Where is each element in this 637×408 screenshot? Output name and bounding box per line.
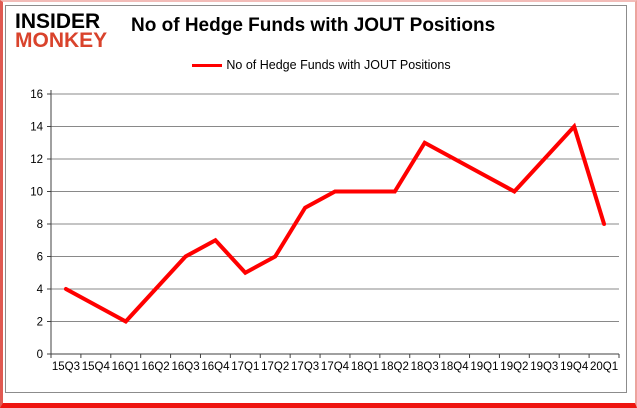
x-tick-label: 18Q4: [441, 361, 470, 373]
x-tick-label: 16Q3: [171, 361, 199, 373]
x-tick-label: 15Q4: [82, 361, 111, 373]
x-tick-label: 16Q2: [142, 361, 170, 373]
logo-text-monkey: MONKEY: [15, 29, 108, 53]
legend-line-swatch: [192, 64, 223, 67]
y-tick-label: 16: [30, 89, 43, 101]
series-line: [63, 122, 607, 325]
x-tick-label: 19Q4: [560, 361, 589, 373]
x-tick-label: 17Q4: [321, 361, 350, 373]
x-tick-label: 19Q2: [500, 361, 528, 373]
x-tick-label: 18Q3: [411, 361, 439, 373]
legend-label: No of Hedge Funds with JOUT Positions: [226, 58, 451, 72]
y-tick-label: 6: [37, 252, 43, 264]
y-tick-label: 14: [30, 122, 43, 134]
x-tick-label: 20Q1: [590, 361, 618, 373]
y-tick-label: 4: [37, 284, 44, 296]
x-tick-label: 19Q3: [530, 361, 558, 373]
y-tick-label: 0: [37, 349, 43, 361]
x-tick-label: 15Q3: [52, 361, 80, 373]
logo-text-insider: INSIDER: [15, 10, 101, 33]
chart-legend: No of Hedge Funds with JOUT Positions: [3, 58, 635, 72]
chart-title: No of Hedge Funds with JOUT Positions: [131, 15, 496, 36]
x-tick-label: 19Q1: [470, 361, 498, 373]
y-tick-label: 12: [30, 154, 43, 166]
y-tick-label: 10: [30, 187, 43, 199]
insider-monkey-logo: INSIDER MONKEY: [15, 10, 108, 53]
x-tick-label: 17Q3: [291, 361, 319, 373]
y-tick-label: 2: [37, 317, 43, 329]
x-tick-label: 18Q1: [351, 361, 379, 373]
x-tick-label: 16Q4: [201, 361, 230, 373]
x-tick-label: 17Q2: [261, 361, 289, 373]
x-tick-label: 18Q2: [381, 361, 409, 373]
x-tick-label: 17Q1: [231, 361, 259, 373]
y-tick-label: 8: [37, 219, 43, 231]
x-tick-label: 16Q1: [112, 361, 140, 373]
